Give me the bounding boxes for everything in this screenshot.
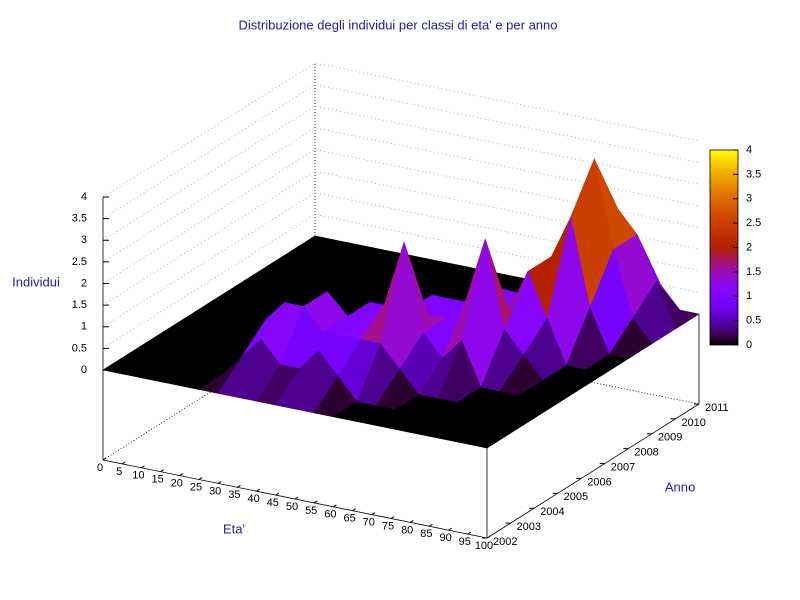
x-tick: [256, 488, 260, 492]
colorbar-tick-label: 3.5: [746, 168, 761, 180]
x-tick: [333, 504, 337, 508]
x-tick-label: 10: [132, 470, 144, 482]
x-tick-label: 50: [286, 501, 298, 513]
z-tick-label: 2.5: [72, 256, 87, 268]
colorbar-tick-label: 3: [746, 193, 752, 205]
y-tick-label: 2007: [611, 461, 635, 473]
grid-line: [102, 127, 700, 263]
x-tick: [409, 519, 414, 523]
y-tick-label: 2008: [634, 447, 658, 459]
y-tick-label: 2002: [493, 536, 517, 548]
chart-title: Distribuzione degli individui per classi…: [239, 17, 558, 32]
grid-line: [102, 105, 700, 241]
z-tick-label: 4: [81, 191, 87, 203]
x-tick: [102, 457, 107, 461]
x-tick: [390, 516, 395, 519]
z-tick-label: 3: [81, 234, 87, 246]
x-tick: [179, 473, 184, 477]
colorbar-tick-label: 0.5: [746, 315, 761, 327]
z-axis-label: Individui: [12, 274, 60, 289]
y-tick-label: 2003: [517, 521, 541, 533]
x-tick-label: 65: [343, 513, 355, 525]
x-axis-label: Eta': [223, 521, 245, 536]
x-tick: [352, 508, 356, 512]
z-tick-label: 1: [81, 321, 87, 333]
x-tick: [198, 477, 203, 480]
z-tick-label: 0.5: [72, 342, 87, 354]
z-tick-label: 3.5: [72, 213, 87, 225]
y-tick-label: 2009: [658, 432, 682, 444]
x-tick-label: 25: [190, 481, 202, 493]
x-tick-label: 0: [97, 462, 103, 474]
x-tick-label: 45: [267, 497, 279, 509]
x-tick-label: 35: [228, 489, 240, 501]
x-tick-label: 75: [382, 520, 394, 532]
x-tick: [217, 480, 222, 484]
x-tick-label: 20: [171, 478, 183, 490]
colorbar-tick-label: 2: [746, 241, 752, 253]
y-tick-label: 2011: [705, 402, 729, 414]
y-tick-label: 2004: [540, 506, 564, 518]
x-tick: [313, 500, 318, 504]
colorbar-tick-label: 2.5: [746, 217, 761, 229]
x-tick: [486, 535, 491, 539]
surface-cell: [467, 428, 512, 449]
grid-line: [102, 149, 700, 284]
x-tick-label: 40: [247, 493, 259, 505]
grid-line: [102, 62, 700, 198]
z-tick-label: 0: [81, 364, 87, 376]
x-tick-label: 5: [116, 466, 122, 478]
colorbar-tick-label: 4: [746, 144, 752, 156]
x-tick-label: 80: [401, 524, 413, 536]
y-axis-label: Anno: [665, 479, 695, 494]
x-tick: [371, 512, 376, 516]
z-tick-label: 2: [81, 277, 87, 289]
x-tick: [121, 461, 126, 465]
colorbar-tick-label: 1.5: [746, 266, 761, 278]
colorbar-tick-label: 1: [746, 290, 752, 302]
x-tick-label: 55: [305, 505, 317, 517]
x-tick-label: 30: [209, 485, 221, 497]
x-tick: [141, 465, 145, 469]
x-tick: [467, 531, 472, 535]
x-tick-label: 85: [420, 528, 432, 540]
x-tick-label: 90: [439, 532, 451, 544]
x-tick-label: 60: [324, 509, 336, 521]
y-tick-label: 2005: [564, 491, 588, 503]
x-tick-label: 70: [363, 517, 375, 529]
x-tick-label: 15: [151, 474, 163, 486]
colorbar-tick-label: 0: [746, 339, 752, 351]
z-tick-label: 1.5: [72, 299, 87, 311]
surface: [102, 158, 700, 449]
x-tick: [448, 527, 452, 531]
x-tick: [429, 523, 433, 527]
box-edge: [486, 403, 700, 539]
x-tick-label: 100: [475, 540, 493, 552]
x-tick: [237, 484, 241, 488]
x-tick: [160, 469, 164, 473]
x-tick: [294, 496, 299, 500]
y-tick-label: 2006: [587, 476, 611, 488]
y-tick-label: 2010: [681, 417, 705, 429]
x-tick-label: 95: [459, 536, 471, 548]
grid-line: [102, 84, 700, 219]
x-tick: [275, 492, 280, 496]
